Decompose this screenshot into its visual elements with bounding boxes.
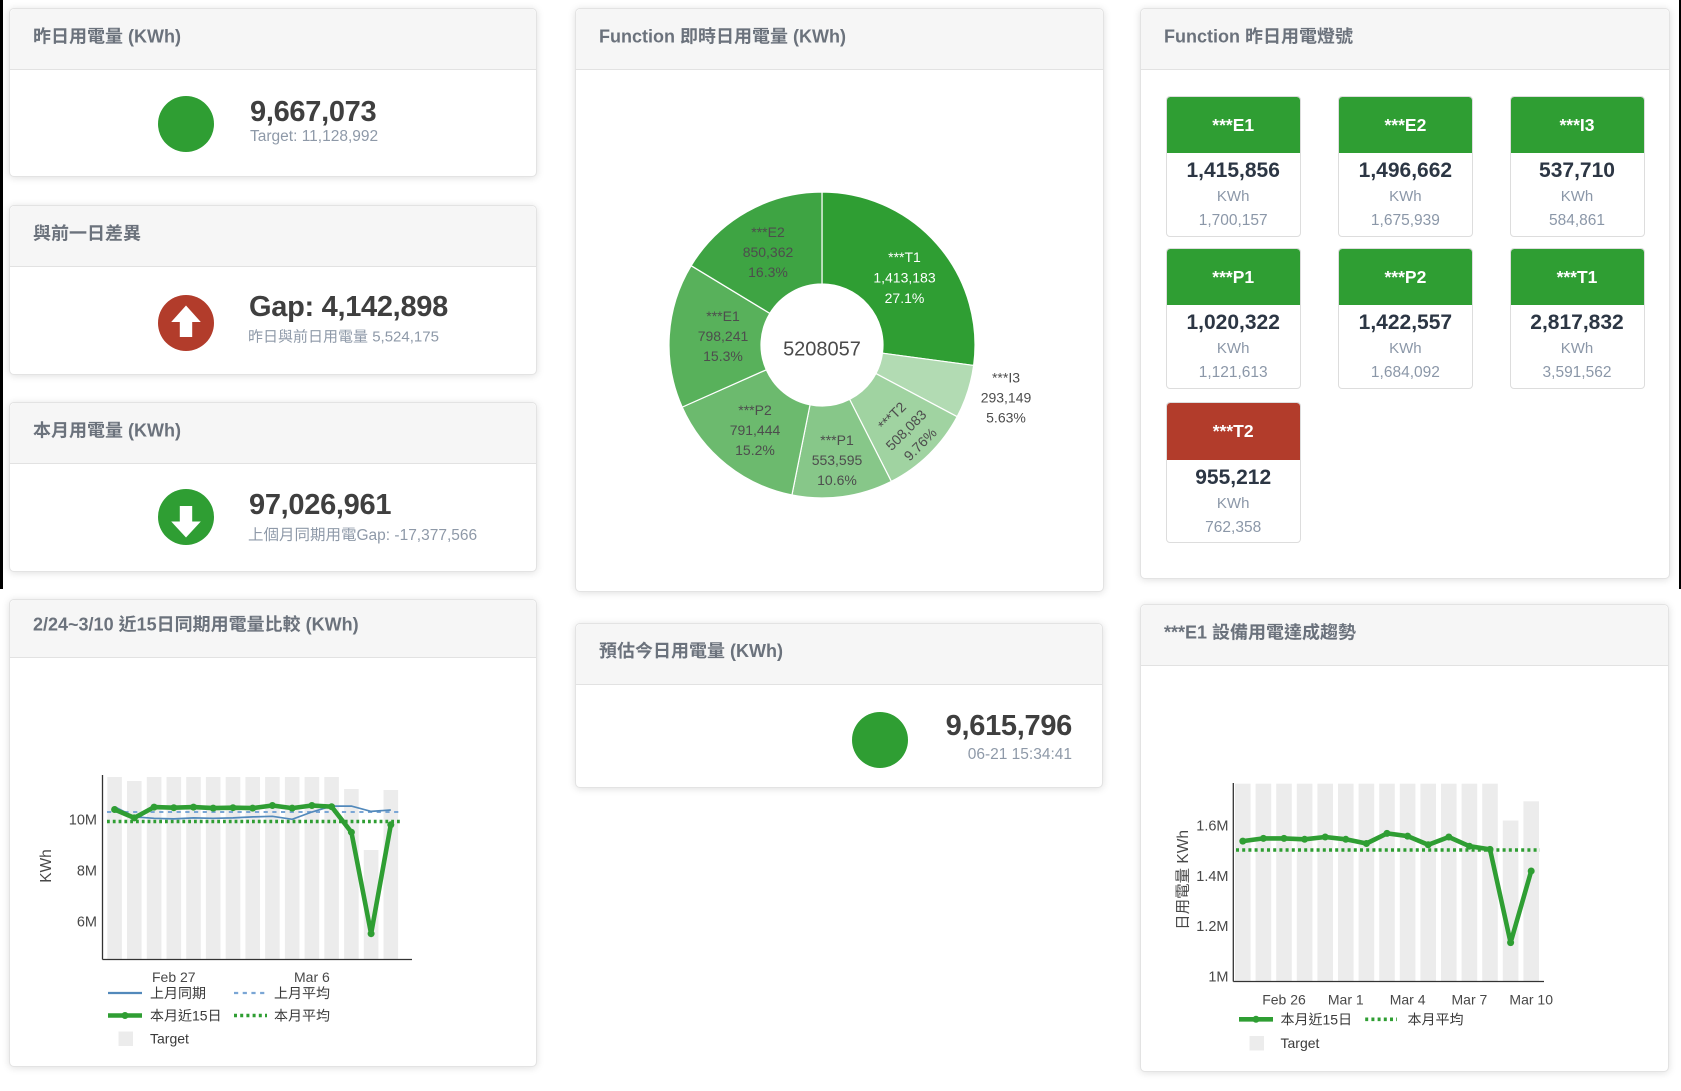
svg-text:15.2%: 15.2% (735, 442, 775, 458)
svg-text:Function: Function (1164, 27, 1240, 47)
svg-text:(KWh): (KWh) (128, 27, 181, 47)
svg-text:(KWh): (KWh) (128, 421, 181, 441)
svg-text:798,241: 798,241 (698, 328, 749, 344)
svg-text:(KWh): (KWh) (306, 615, 359, 635)
svg-text:5208057: 5208057 (783, 339, 861, 361)
svg-text:15: 15 (1323, 1011, 1339, 1027)
svg-text:KWh: KWh (38, 849, 55, 883)
svg-text:850,362: 850,362 (743, 244, 794, 260)
svg-text:(KWh): (KWh) (793, 27, 846, 47)
svg-text:293,149: 293,149 (981, 390, 1032, 406)
svg-text:Function: Function (599, 27, 675, 47)
svg-text:2/24~3/10: 2/24~3/10 (33, 615, 114, 635)
svg-text:Mar 4: Mar 4 (1390, 992, 1426, 1008)
svg-text:***P1: ***P1 (820, 432, 854, 448)
svg-text:Gap: -17,377,566: Gap: -17,377,566 (357, 527, 478, 544)
svg-text:Target: Target (1281, 1035, 1320, 1051)
svg-text:5,524,175: 5,524,175 (372, 329, 439, 346)
svg-text:15.3%: 15.3% (703, 348, 743, 364)
svg-text:15: 15 (192, 1008, 208, 1024)
svg-text:27.1%: 27.1% (885, 290, 925, 306)
svg-text:10M: 10M (69, 812, 97, 828)
svg-text:6M: 6M (77, 914, 97, 930)
svg-text:5.63%: 5.63% (986, 410, 1026, 426)
svg-text:***T1: ***T1 (888, 249, 921, 265)
svg-text:553,595: 553,595 (812, 452, 863, 468)
svg-text:1,413,183: 1,413,183 (873, 270, 935, 286)
svg-text:***E1: ***E1 (1164, 623, 1207, 643)
svg-text:***E1: ***E1 (706, 308, 740, 324)
svg-text:***I3: ***I3 (992, 370, 1020, 386)
svg-text:(KWh): (KWh) (730, 641, 783, 661)
svg-text:Feb 27: Feb 27 (152, 969, 196, 985)
svg-text:***E2: ***E2 (751, 224, 785, 240)
svg-text:Mar 7: Mar 7 (1452, 992, 1488, 1008)
svg-text:Target: Target (150, 1031, 189, 1047)
svg-text:791,444: 791,444 (730, 422, 781, 438)
svg-text:Mar 1: Mar 1 (1328, 992, 1364, 1008)
svg-text:8M: 8M (77, 863, 97, 879)
svg-text:15: 15 (137, 615, 157, 635)
svg-text:KWh: KWh (1175, 830, 1192, 864)
svg-text:1.2M: 1.2M (1196, 919, 1228, 935)
svg-text:1M: 1M (1208, 969, 1228, 985)
svg-text:10.6%: 10.6% (817, 472, 857, 488)
svg-text:1.4M: 1.4M (1196, 869, 1228, 885)
svg-text:Feb 26: Feb 26 (1262, 992, 1306, 1008)
svg-text:***P2: ***P2 (738, 402, 772, 418)
svg-text:Mar 10: Mar 10 (1509, 992, 1553, 1008)
svg-text:Mar 6: Mar 6 (294, 969, 330, 985)
svg-text:1.6M: 1.6M (1196, 819, 1228, 835)
svg-text:16.3%: 16.3% (748, 264, 788, 280)
